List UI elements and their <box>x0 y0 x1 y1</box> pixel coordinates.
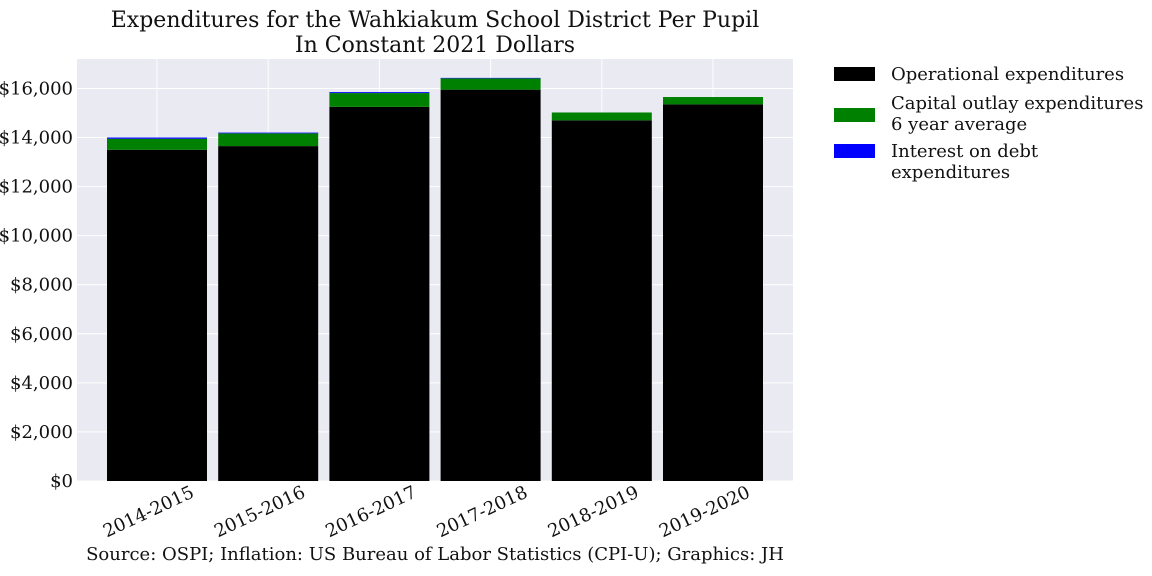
bar-segment-capital <box>551 112 652 121</box>
y-tick-label: $12,000 <box>0 177 73 198</box>
bar-segment-operational <box>329 106 430 482</box>
x-tick-label: 2018-2019 <box>545 482 642 542</box>
bar-segment-operational <box>440 89 541 481</box>
chart-title: Expenditures for the Wahkiakum School Di… <box>110 8 760 33</box>
x-tick-label: 2016-2017 <box>322 482 419 542</box>
bar-segment-operational <box>551 120 652 481</box>
y-tick-label: $10,000 <box>0 226 73 247</box>
bar-segment-capital <box>329 93 430 107</box>
bar-segment-capital <box>218 133 319 147</box>
bar-segment-capital <box>107 138 207 150</box>
y-tick-label: $4,000 <box>10 373 73 394</box>
x-tick-label: 2019-2020 <box>656 482 753 542</box>
bar-segment-capital <box>663 97 763 105</box>
x-tick-label: 2017-2018 <box>434 482 531 542</box>
bar-segment-interest <box>329 92 430 94</box>
bar-segment-operational <box>107 149 207 482</box>
legend-label-capital: Capital outlay expenditures 6 year avera… <box>891 93 1144 135</box>
y-tick-label: $14,000 <box>0 128 73 149</box>
legend-swatch-operational <box>834 67 875 81</box>
y-tick-label: $2,000 <box>10 422 73 443</box>
y-tick-label: $8,000 <box>10 275 73 296</box>
bar-segment-operational <box>663 104 763 482</box>
y-tick-label: $6,000 <box>10 324 73 345</box>
bar-segment-capital <box>440 78 541 90</box>
legend-label-interest: Interest on debt expenditures <box>891 141 1039 183</box>
y-tick-label: $0 <box>50 471 73 492</box>
legend-label-operational: Operational expenditures <box>891 64 1125 85</box>
chart-subtitle: In Constant 2021 Dollars <box>294 33 576 58</box>
y-tick-label: $16,000 <box>0 78 73 99</box>
legend-swatch-interest <box>834 144 875 158</box>
source-note: Source: OSPI; Inflation: US Bureau of La… <box>86 544 784 565</box>
x-tick-label: 2014-2015 <box>100 482 197 542</box>
x-tick-label: 2015-2016 <box>211 482 308 542</box>
bar-segment-operational <box>218 146 319 482</box>
bar-segment-interest <box>440 77 541 79</box>
bar-segment-interest <box>107 137 207 139</box>
bar-segment-interest <box>218 132 319 134</box>
legend-swatch-capital <box>834 108 875 122</box>
